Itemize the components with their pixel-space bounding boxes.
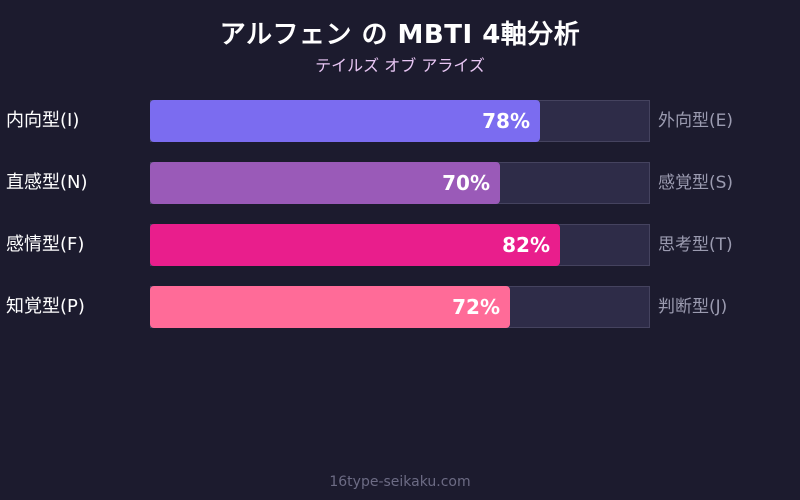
bar-row: 感情型(F) 82% 思考型(T) [0, 224, 800, 266]
bar-row: 直感型(N) 70% 感覚型(S) [0, 162, 800, 204]
bar-value-label: 72% [452, 295, 500, 319]
bar-right-label: 思考型(T) [658, 235, 733, 255]
bar-fill [150, 286, 510, 328]
footer-source: 16type-seikaku.com [329, 474, 471, 490]
bar-right-label: 判断型(J) [658, 297, 728, 317]
bar-left-label: 内向型(I) [6, 110, 80, 131]
chart-title: アルフェン の MBTI 4軸分析 [219, 20, 581, 50]
bar-fill [150, 100, 540, 142]
bar-right-label: 感覚型(S) [658, 173, 734, 193]
bar-left-label: 感情型(F) [6, 234, 85, 255]
bar-value-label: 78% [482, 109, 530, 133]
bar-fill [150, 224, 560, 266]
bar-row: 内向型(I) 78% 外向型(E) [0, 100, 800, 142]
bar-value-label: 70% [442, 171, 490, 195]
bar-fill [150, 162, 500, 204]
bar-left-label: 直感型(N) [6, 172, 88, 193]
bar-left-label: 知覚型(P) [6, 296, 85, 317]
chart-subtitle: テイルズ オブ アライズ [315, 56, 485, 75]
bar-right-label: 外向型(E) [658, 111, 734, 131]
bar-row: 知覚型(P) 72% 判断型(J) [0, 286, 800, 328]
bar-value-label: 82% [502, 233, 550, 257]
